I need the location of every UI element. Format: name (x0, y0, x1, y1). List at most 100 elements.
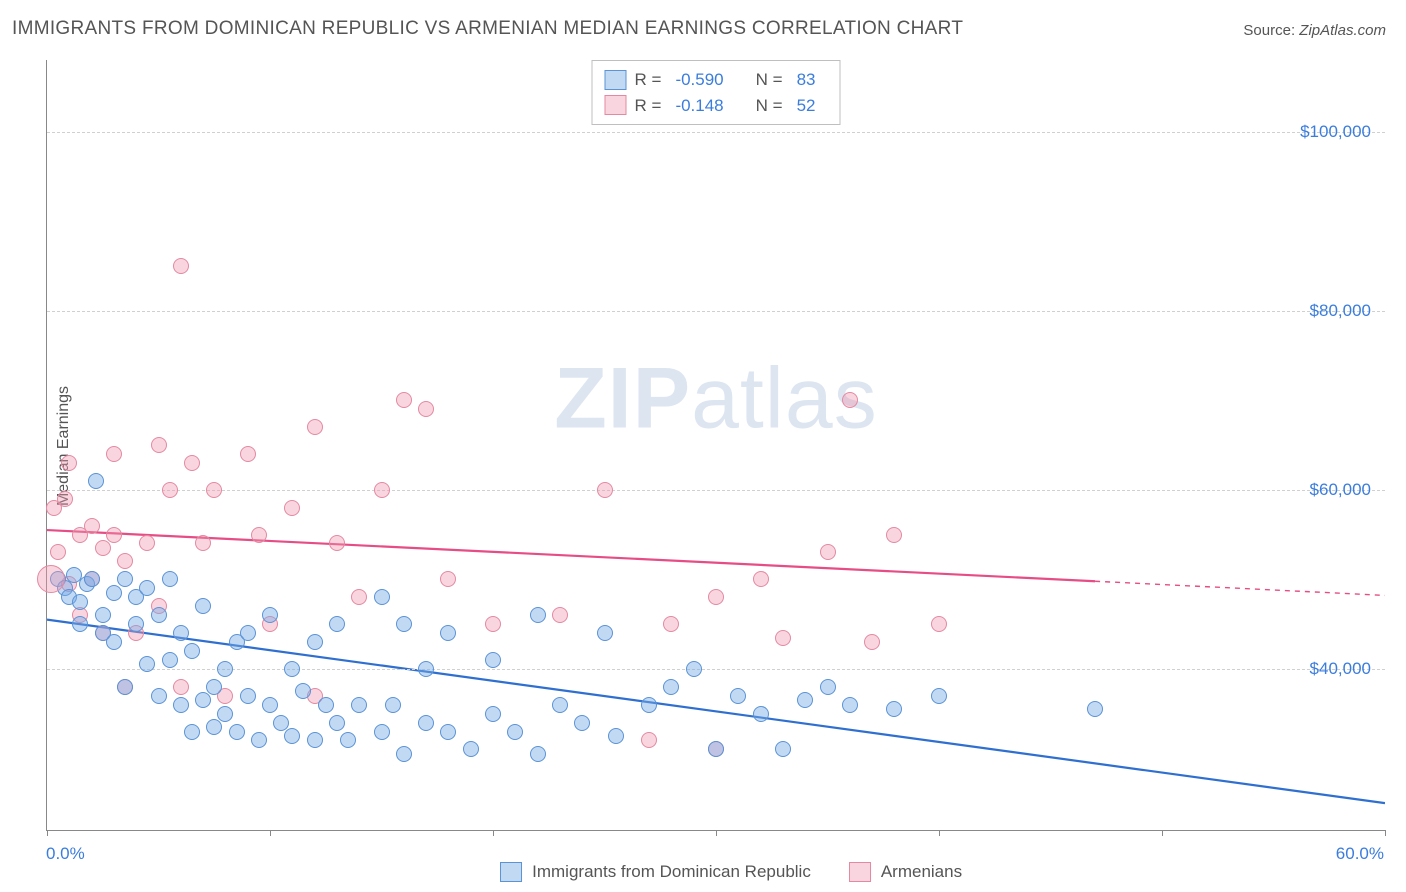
data-point-dominican (485, 652, 501, 668)
series-legend: Immigrants from Dominican Republic Armen… (494, 862, 968, 882)
data-point-dominican (463, 741, 479, 757)
data-point-dominican (195, 598, 211, 614)
chart-title: IMMIGRANTS FROM DOMINICAN REPUBLIC VS AR… (12, 18, 963, 40)
gridline (47, 132, 1385, 133)
x-tick (716, 830, 717, 836)
y-tick-label: $40,000 (1310, 659, 1371, 679)
data-point-dominican (262, 697, 278, 713)
data-point-dominican (117, 679, 133, 695)
x-axis-start-label: 0.0% (46, 844, 85, 864)
data-point-dominican (507, 724, 523, 740)
data-point-dominican (418, 715, 434, 731)
data-point-dominican (396, 746, 412, 762)
data-point-dominican (106, 585, 122, 601)
swatch-dominican (605, 70, 627, 90)
stats-row-dominican: R = -0.590 N = 83 (605, 67, 822, 93)
data-point-dominican (184, 724, 200, 740)
data-point-armenian (57, 491, 73, 507)
data-point-dominican (229, 724, 245, 740)
data-point-dominican (708, 741, 724, 757)
n-label: N = (756, 93, 783, 119)
data-point-dominican (931, 688, 947, 704)
data-point-dominican (396, 616, 412, 632)
data-point-armenian (251, 527, 267, 543)
data-point-dominican (307, 732, 323, 748)
data-point-dominican (440, 724, 456, 740)
data-point-dominican (240, 688, 256, 704)
chart-container: IMMIGRANTS FROM DOMINICAN REPUBLIC VS AR… (0, 0, 1406, 892)
data-point-dominican (351, 697, 367, 713)
data-point-dominican (95, 607, 111, 623)
source-value: ZipAtlas.com (1299, 22, 1386, 39)
data-point-dominican (139, 580, 155, 596)
data-point-dominican (686, 661, 702, 677)
y-tick-label: $60,000 (1310, 480, 1371, 500)
x-tick (47, 830, 48, 836)
data-point-dominican (574, 715, 590, 731)
data-point-dominican (485, 706, 501, 722)
data-point-armenian (663, 616, 679, 632)
data-point-armenian (173, 258, 189, 274)
data-point-dominican (139, 656, 155, 672)
source-label: Source: (1243, 22, 1295, 39)
data-point-dominican (374, 589, 390, 605)
data-point-armenian (173, 679, 189, 695)
source-attribution: Source: ZipAtlas.com (1243, 22, 1386, 39)
watermark: ZIPatlas (554, 349, 877, 448)
data-point-dominican (128, 616, 144, 632)
data-point-dominican (820, 679, 836, 695)
data-point-dominican (151, 607, 167, 623)
data-point-dominican (797, 692, 813, 708)
data-point-dominican (385, 697, 401, 713)
data-point-armenian (106, 446, 122, 462)
data-point-armenian (597, 482, 613, 498)
data-point-armenian (329, 535, 345, 551)
data-point-dominican (730, 688, 746, 704)
x-tick (270, 830, 271, 836)
r-label: R = (635, 67, 662, 93)
plot-area: ZIPatlas R = -0.590 N = 83 R = -0.148 N … (46, 60, 1385, 831)
data-point-dominican (307, 634, 323, 650)
data-point-armenian (151, 437, 167, 453)
data-point-armenian (184, 455, 200, 471)
data-point-armenian (240, 446, 256, 462)
swatch-armenian (849, 862, 871, 882)
y-tick-label: $100,000 (1300, 122, 1371, 142)
data-point-dominican (184, 643, 200, 659)
data-point-dominican (418, 661, 434, 677)
data-point-dominican (374, 724, 390, 740)
data-point-armenian (84, 518, 100, 534)
data-point-armenian (206, 482, 222, 498)
data-point-dominican (775, 741, 791, 757)
data-point-dominican (162, 571, 178, 587)
data-point-armenian (485, 616, 501, 632)
data-point-dominican (295, 683, 311, 699)
gridline (47, 669, 1385, 670)
trend-line-dominican (47, 620, 1385, 804)
stats-legend: R = -0.590 N = 83 R = -0.148 N = 52 (592, 60, 841, 125)
x-axis-end-label: 60.0% (1336, 844, 1384, 864)
data-point-dominican (106, 634, 122, 650)
data-point-dominican (88, 473, 104, 489)
data-point-armenian (117, 553, 133, 569)
data-point-armenian (139, 535, 155, 551)
data-point-dominican (552, 697, 568, 713)
trend-line-armenian-dashed (1095, 581, 1385, 595)
r-value: -0.590 (669, 67, 729, 93)
data-point-dominican (72, 616, 88, 632)
r-value: -0.148 (669, 93, 729, 119)
data-point-dominican (273, 715, 289, 731)
data-point-armenian (106, 527, 122, 543)
data-point-dominican (284, 661, 300, 677)
data-point-armenian (195, 535, 211, 551)
gridline (47, 490, 1385, 491)
swatch-dominican (500, 862, 522, 882)
data-point-dominican (886, 701, 902, 717)
legend-label-dominican: Immigrants from Dominican Republic (532, 862, 811, 882)
data-point-armenian (552, 607, 568, 623)
data-point-dominican (641, 697, 657, 713)
data-point-dominican (173, 697, 189, 713)
data-point-armenian (641, 732, 657, 748)
data-point-dominican (340, 732, 356, 748)
gridline (47, 311, 1385, 312)
